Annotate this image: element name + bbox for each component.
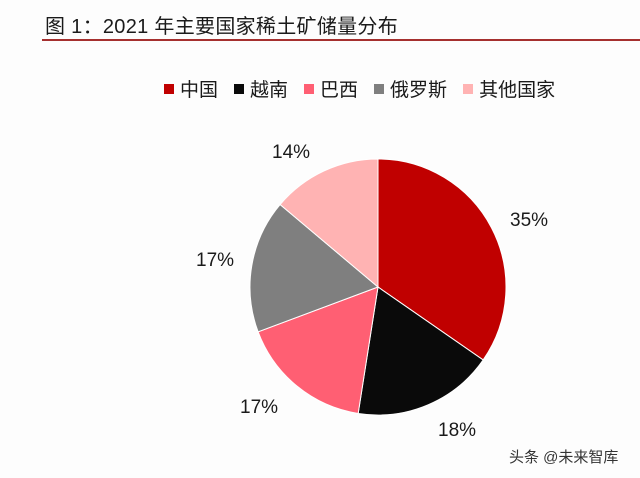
slice-china — [377, 158, 507, 361]
legend-item-others: 其他国家 — [463, 75, 555, 102]
title-underline — [42, 39, 640, 41]
legend-label: 巴西 — [320, 80, 359, 101]
legend-item-vietnam: 越南 — [234, 75, 288, 102]
legend-label: 俄罗斯 — [390, 80, 448, 101]
legend-label: 越南 — [250, 80, 289, 101]
data-label-brazil: 17% — [240, 397, 279, 418]
legend-item-china: 中国 — [164, 75, 218, 102]
slice-russia — [249, 203, 379, 333]
data-label-others: 14% — [272, 142, 311, 163]
slice-others — [279, 158, 379, 289]
slice-vietnam — [357, 286, 484, 416]
legend-label: 其他国家 — [479, 80, 556, 101]
legend-swatch-icon — [463, 83, 474, 94]
legend-item-russia: 俄罗斯 — [374, 75, 447, 102]
legend-swatch-icon — [234, 83, 245, 94]
legend: 中国 越南 巴西 俄罗斯 其他国家 — [164, 75, 571, 102]
watermark: 头条 @未来智库 — [509, 449, 619, 466]
legend-swatch-icon — [374, 83, 385, 94]
slice-brazil — [257, 286, 379, 415]
legend-item-brazil: 巴西 — [304, 75, 358, 102]
data-label-vietnam: 18% — [438, 420, 477, 441]
legend-label: 中国 — [180, 80, 219, 101]
legend-swatch-icon — [164, 83, 174, 94]
data-label-china: 35% — [510, 210, 549, 231]
legend-swatch-icon — [304, 83, 315, 94]
chart-title: 图 1：2021 年主要国家稀土矿储量分布 — [45, 16, 399, 38]
data-label-russia: 17% — [196, 250, 235, 271]
